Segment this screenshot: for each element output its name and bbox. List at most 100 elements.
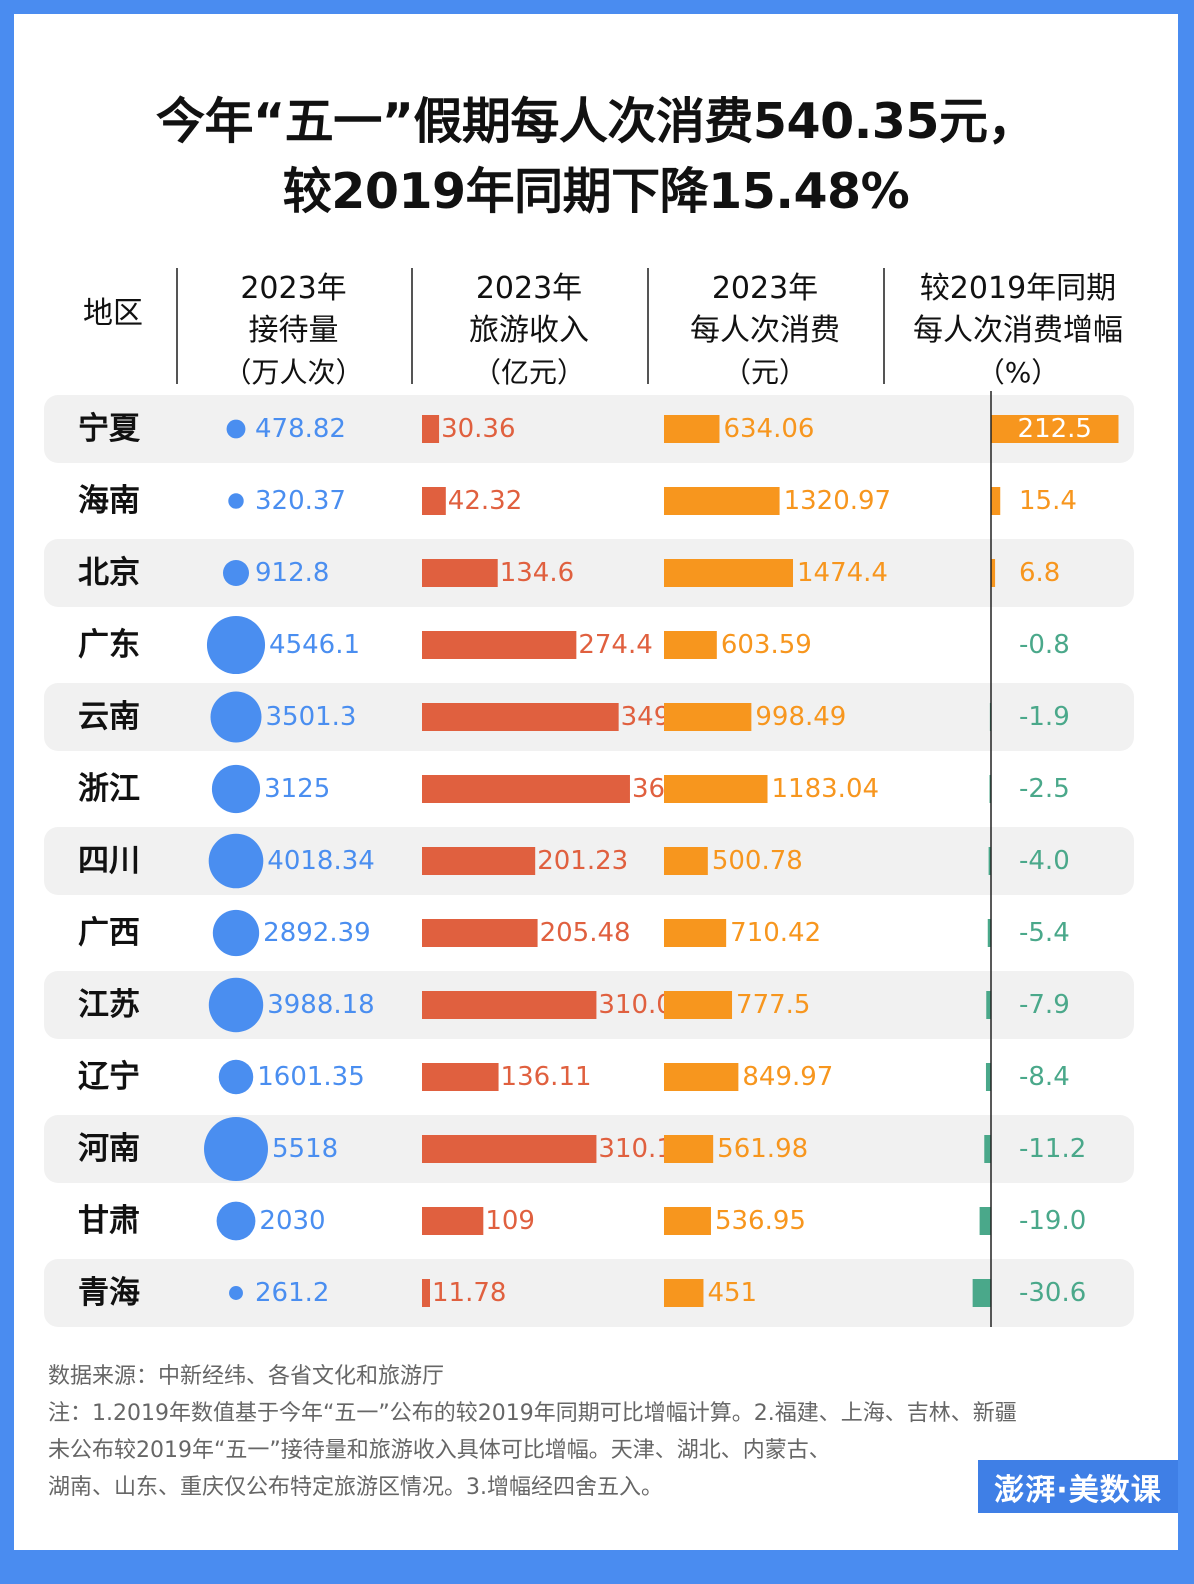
title-line-1: 今年“五一”假期每人次消费540.35元， xyxy=(156,93,1037,150)
per-capita-value: 1320.97 xyxy=(784,486,892,516)
footnote-line-2: 未公布较2019年“五一”接待量和旅游收入具体可比增幅。天津、湖北、内蒙古、 xyxy=(48,1438,831,1463)
revenue-bar xyxy=(422,487,446,515)
divider xyxy=(176,268,178,384)
header-line: 2023年 xyxy=(475,271,583,306)
region-label: 江苏 xyxy=(78,987,140,1023)
header-unit: （%） xyxy=(976,356,1060,389)
per-capita-bar xyxy=(664,559,794,587)
change-value: 15.4 xyxy=(1019,486,1077,516)
revenue-bar xyxy=(422,991,597,1019)
visitors-bubble xyxy=(229,1286,243,1300)
visitors-value: 320.37 xyxy=(255,486,346,516)
visitors-bubble xyxy=(204,1117,268,1181)
change-bar xyxy=(985,1063,991,1091)
visitors-value: 478.82 xyxy=(255,414,346,444)
per-capita-value: 998.49 xyxy=(755,702,846,732)
region-label: 河南 xyxy=(78,1131,140,1167)
visitors-value: 261.2 xyxy=(255,1278,329,1308)
per-capita-bar xyxy=(664,487,780,515)
change-bar xyxy=(979,1207,991,1235)
change-value: 212.5 xyxy=(1018,414,1092,444)
visitors-bubble xyxy=(218,1059,254,1095)
visitors-bubble xyxy=(208,977,264,1033)
visitors-value: 3501.3 xyxy=(265,702,356,732)
per-capita-bar xyxy=(664,703,752,731)
revenue-bar xyxy=(422,631,577,659)
change-value: -2.5 xyxy=(1019,774,1070,804)
divider xyxy=(647,268,649,384)
revenue-value: 42.32 xyxy=(448,486,522,516)
visitors-bubble xyxy=(210,691,262,743)
per-capita-value: 500.78 xyxy=(712,846,803,876)
region-label: 甘肃 xyxy=(78,1203,140,1239)
visitors-value: 3125 xyxy=(264,774,330,804)
visitors-value: 3988.18 xyxy=(267,990,375,1020)
change-value: -4.0 xyxy=(1019,846,1070,876)
visitors-bubble xyxy=(222,559,250,587)
header-revenue: 2023年 旅游收入 （亿元） xyxy=(411,268,647,394)
region-label: 青海 xyxy=(78,1275,140,1311)
revenue-bar xyxy=(422,1279,430,1307)
region-label: 广西 xyxy=(78,915,140,951)
infographic-card: 今年“五一”假期每人次消费540.35元， 较2019年同期下降15.48% 地… xyxy=(14,14,1178,1550)
revenue-bar xyxy=(422,1207,484,1235)
per-capita-bar xyxy=(664,415,720,443)
revenue-value: 274.4 xyxy=(578,630,652,660)
change-bar xyxy=(972,1279,991,1307)
region-label: 辽宁 xyxy=(78,1059,140,1095)
per-capita-value: 536.95 xyxy=(715,1206,806,1236)
footnote-line-3: 湖南、山东、重庆仅公布特定旅游区情况。3.增幅经四舍五入。 xyxy=(48,1475,663,1500)
change-value: 6.8 xyxy=(1019,558,1060,588)
visitors-bubble xyxy=(211,764,261,814)
revenue-value: 205.48 xyxy=(540,918,631,948)
change-bar xyxy=(988,847,991,875)
row-background xyxy=(44,539,1134,607)
source-note: 数据来源：中新经纬、各省文化和旅游厅 xyxy=(48,1364,445,1389)
divider xyxy=(883,268,885,384)
header-per-capita: 2023年 每人次消费 （元） xyxy=(647,268,883,394)
change-value: -7.9 xyxy=(1019,990,1070,1020)
header-region: 地区 xyxy=(83,296,143,331)
title-line-2: 较2019年同期下降15.48% xyxy=(282,163,910,220)
per-capita-value: 849.97 xyxy=(742,1062,833,1092)
header-visitors: 2023年 接待量 （万人次） xyxy=(176,268,411,394)
per-capita-bar xyxy=(664,775,768,803)
visitors-value: 4546.1 xyxy=(269,630,360,660)
per-capita-bar xyxy=(664,847,708,875)
header-unit: （元） xyxy=(722,356,807,389)
revenue-value: 30.36 xyxy=(441,414,515,444)
per-capita-bar xyxy=(664,991,733,1019)
visitors-bubble xyxy=(206,615,266,675)
visitors-bubble xyxy=(216,1201,256,1241)
header-change: 较2019年同期 每人次消费增幅 （%） xyxy=(883,268,1153,394)
change-value: -1.9 xyxy=(1019,702,1070,732)
region-label: 海南 xyxy=(78,483,140,519)
row-background xyxy=(44,827,1134,895)
revenue-bar xyxy=(422,559,498,587)
change-value: -8.4 xyxy=(1019,1062,1070,1092)
revenue-bar xyxy=(422,703,619,731)
header-line: 2023年 xyxy=(240,271,347,306)
header-unit: （亿元） xyxy=(472,356,585,389)
header-line: 较2019年同期 xyxy=(919,271,1117,306)
per-capita-value: 1474.4 xyxy=(797,558,888,588)
change-bar xyxy=(986,991,991,1019)
visitors-value: 2892.39 xyxy=(263,918,371,948)
change-value: -5.4 xyxy=(1019,918,1070,948)
divider xyxy=(411,268,413,384)
change-bar xyxy=(991,415,1119,443)
region-label: 广东 xyxy=(78,627,140,663)
change-bar xyxy=(987,919,991,947)
visitors-bubble xyxy=(226,419,246,439)
region-label: 北京 xyxy=(78,555,140,591)
revenue-value: 201.23 xyxy=(537,846,628,876)
per-capita-bar xyxy=(664,1279,704,1307)
header-line: 接待量 xyxy=(248,313,339,348)
visitors-value: 4018.34 xyxy=(267,846,375,876)
per-capita-value: 603.59 xyxy=(721,630,812,660)
per-capita-value: 451 xyxy=(707,1278,757,1308)
per-capita-bar xyxy=(664,631,717,659)
header-line: 旅游收入 xyxy=(469,313,589,348)
change-value: -30.6 xyxy=(1019,1278,1086,1308)
revenue-value: 134.6 xyxy=(500,558,574,588)
